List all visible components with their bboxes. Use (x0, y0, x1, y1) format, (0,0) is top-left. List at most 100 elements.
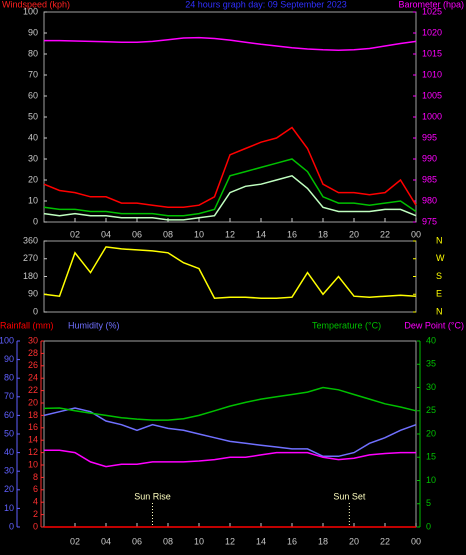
series-line (43, 386, 417, 421)
x-tick-label: 06 (132, 536, 142, 546)
y2-tick-label: 35 (426, 359, 436, 369)
y2-tick-label: 10 (426, 475, 436, 485)
chart-title: 24 hours graph day: 09 September 2023 (185, 0, 347, 9)
y-tick-label: 80 (4, 373, 14, 383)
x-tick-label: 18 (318, 536, 328, 546)
y3-tick-label: 10 (28, 459, 38, 469)
y3-tick-label: 12 (28, 447, 38, 457)
y2-tick-label: N (436, 235, 443, 245)
y3-tick-label: 2 (33, 509, 38, 519)
y3-tick-label: 16 (28, 422, 38, 432)
y-tick-label: 270 (23, 253, 38, 263)
annotation-label: Sun Set (333, 491, 366, 501)
series-line (43, 407, 417, 458)
x-tick-label: 08 (163, 229, 173, 239)
y2-tick-label: 25 (426, 405, 436, 415)
y3-tick-label: 22 (28, 385, 38, 395)
y-tick-label: 90 (28, 27, 38, 37)
y-tick-label: 50 (4, 428, 14, 438)
y3-tick-label: 4 (33, 497, 38, 507)
x-tick-label: 22 (380, 536, 390, 546)
y2-tick-label: 0 (426, 521, 431, 531)
series-name: Humidity (%) (68, 320, 120, 330)
x-tick-label: 14 (256, 536, 266, 546)
x-tick-label: 20 (349, 536, 359, 546)
series-line (44, 36, 417, 51)
y2-tick-label: 40 (426, 335, 436, 345)
series-name: Temperature (°C) (312, 320, 381, 330)
x-tick-label: 04 (101, 536, 111, 546)
y2-tick-label: 975 (422, 216, 437, 226)
series-line (43, 174, 417, 221)
x-tick-label: 00 (411, 536, 421, 546)
y2-tick-label: 5 (426, 498, 431, 508)
x-tick-label: 02 (70, 229, 80, 239)
y-tick-label: 90 (4, 354, 14, 364)
y-tick-label: 100 (0, 335, 14, 345)
y-tick-label: 180 (23, 271, 38, 281)
y2-tick-label: W (436, 253, 445, 263)
y-tick-label: 40 (28, 132, 38, 142)
y3-tick-label: 24 (28, 373, 38, 383)
series-name: Rainfall (mm) (0, 320, 54, 330)
plot-frame (43, 240, 417, 313)
x-tick-label: 16 (287, 229, 297, 239)
x-tick-label: 04 (101, 229, 111, 239)
series-line (43, 158, 417, 217)
series-line (43, 126, 417, 209)
x-tick-label: 06 (132, 229, 142, 239)
barometer-label: Barometer (hpa) (398, 0, 464, 9)
y-tick-label: 70 (4, 391, 14, 401)
y-tick-label: 10 (4, 503, 14, 513)
y-tick-label: 30 (4, 466, 14, 476)
series-name: Dew Point (°C) (404, 320, 464, 330)
y3-tick-label: 30 (28, 335, 38, 345)
y-tick-label: 30 (28, 153, 38, 163)
x-tick-label: 10 (194, 536, 204, 546)
y2-tick-label: 1010 (422, 69, 442, 79)
y3-tick-label: 20 (28, 397, 38, 407)
y3-tick-label: 26 (28, 360, 38, 370)
y2-tick-label: 985 (422, 174, 437, 184)
x-tick-label: 08 (163, 536, 173, 546)
y-tick-label: 60 (28, 90, 38, 100)
x-tick-label: 02 (70, 536, 80, 546)
y2-tick-label: E (436, 289, 442, 299)
y3-tick-label: 18 (28, 410, 38, 420)
x-tick-label: 12 (225, 229, 235, 239)
y2-tick-label: 1020 (422, 27, 442, 37)
x-tick-label: 12 (225, 536, 235, 546)
y2-tick-label: 20 (426, 428, 436, 438)
y3-tick-label: 0 (33, 521, 38, 531)
y-tick-label: 80 (28, 48, 38, 58)
y2-tick-label: S (436, 271, 442, 281)
y-tick-label: 90 (28, 289, 38, 299)
series-line (43, 246, 417, 299)
y2-tick-label: 30 (426, 382, 436, 392)
x-tick-label: 14 (256, 229, 266, 239)
y2-tick-label: 1000 (422, 111, 442, 121)
y-tick-label: 70 (28, 69, 38, 79)
y2-tick-label: N (436, 306, 443, 316)
plot-frame (43, 11, 417, 223)
y-tick-label: 20 (4, 484, 14, 494)
x-tick-label: 20 (349, 229, 359, 239)
y2-tick-label: 1025 (422, 6, 442, 16)
y2-tick-label: 995 (422, 132, 437, 142)
y-tick-label: 0 (33, 216, 38, 226)
y-tick-label: 50 (28, 111, 38, 121)
x-tick-label: 22 (380, 229, 390, 239)
y3-tick-label: 28 (28, 348, 38, 358)
y-tick-label: 60 (4, 410, 14, 420)
y-tick-label: 0 (33, 306, 38, 316)
y2-tick-label: 1015 (422, 48, 442, 58)
y-tick-label: 40 (4, 447, 14, 457)
y2-tick-label: 1005 (422, 90, 442, 100)
windspeed-label: Windspeed (kph) (2, 0, 70, 9)
y3-tick-label: 6 (33, 484, 38, 494)
y-tick-label: 10 (28, 195, 38, 205)
y2-tick-label: 990 (422, 153, 437, 163)
x-tick-label: 18 (318, 229, 328, 239)
y2-tick-label: 980 (422, 195, 437, 205)
